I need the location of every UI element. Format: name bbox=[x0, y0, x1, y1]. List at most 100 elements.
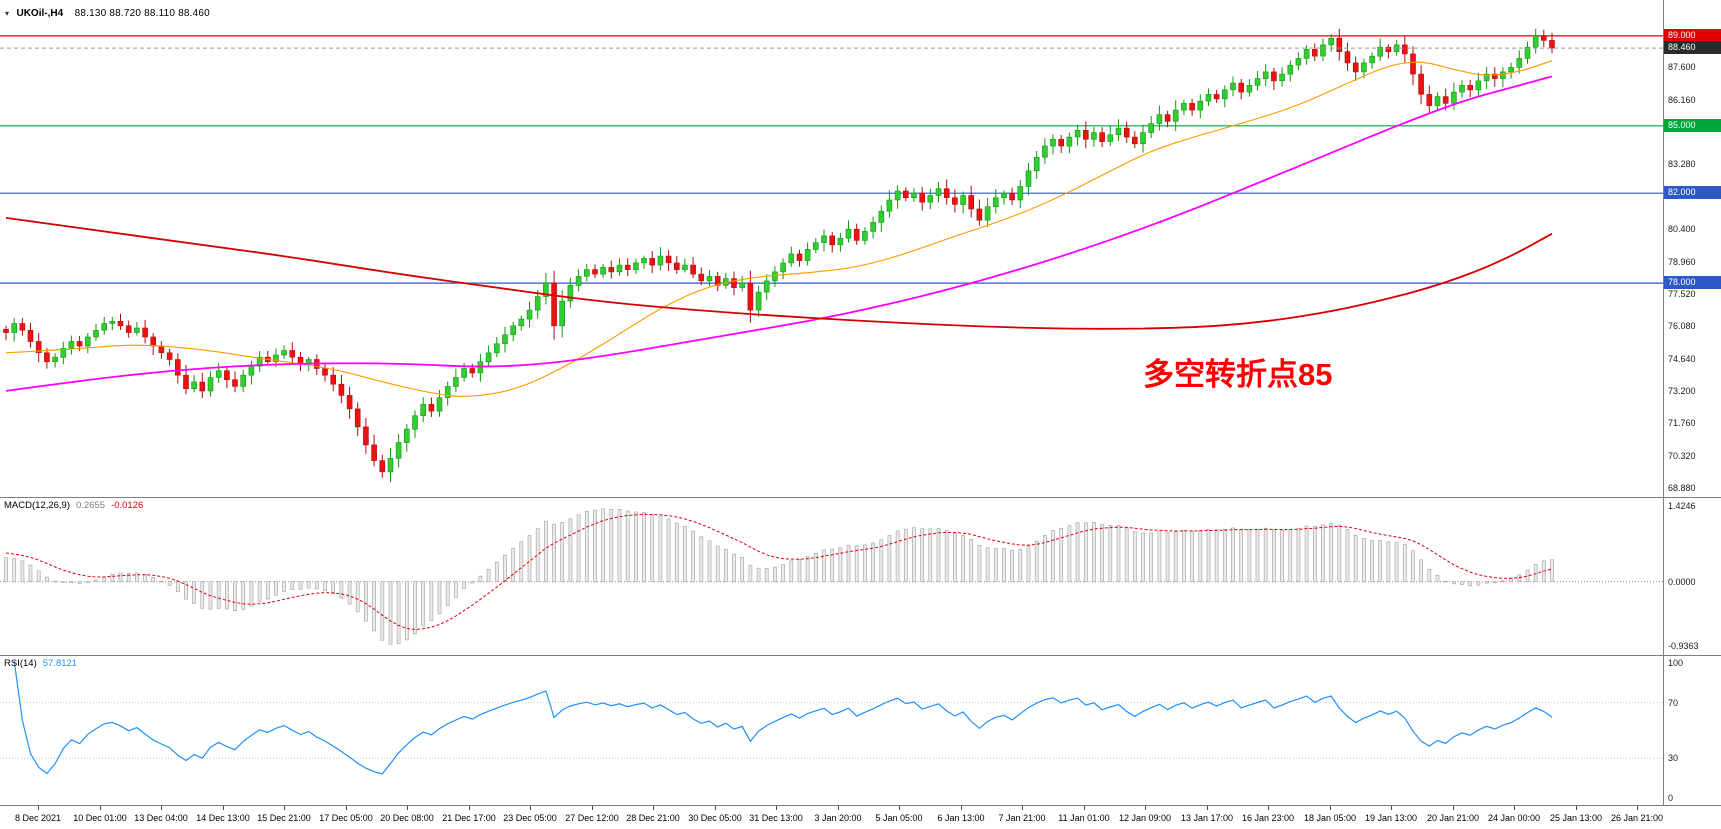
symbol-period-label: UKOil-,H4 bbox=[16, 8, 64, 19]
time-tick bbox=[715, 806, 716, 810]
macd-main-value: 0.2655 bbox=[76, 500, 106, 511]
ohlc-values: 88.130 88.720 88.110 88.460 bbox=[74, 8, 210, 19]
time-tick bbox=[899, 806, 900, 810]
rsi-axis[interactable]: 100 70 30 0 bbox=[1664, 656, 1721, 805]
price-tick-label: 73.200 bbox=[1668, 386, 1696, 396]
time-tick bbox=[1576, 806, 1577, 810]
rsi-value: 57.8121 bbox=[42, 658, 78, 669]
time-label: 20 Jan 21:00 bbox=[1426, 813, 1480, 823]
price-tick-label: 83.280 bbox=[1668, 159, 1696, 169]
time-tick bbox=[838, 806, 839, 810]
price-chart-canvas[interactable] bbox=[0, 0, 1663, 497]
chart-dropdown-icon[interactable]: ▾ bbox=[5, 9, 10, 18]
rsi-scale-label: 100 bbox=[1668, 658, 1684, 668]
time-tick bbox=[1084, 806, 1085, 810]
price-tick-label: 77.520 bbox=[1668, 289, 1696, 299]
time-label: 16 Jan 23:00 bbox=[1241, 813, 1295, 823]
time-tick bbox=[38, 806, 39, 810]
rsi-panel[interactable]: RSI(14) 57.8121 bbox=[0, 656, 1663, 805]
rsi-line bbox=[13, 660, 1553, 775]
price-tick-label: 68.880 bbox=[1668, 483, 1696, 493]
time-tick bbox=[1637, 806, 1638, 810]
time-tick bbox=[592, 806, 593, 810]
time-label: 8 Dec 2021 bbox=[14, 813, 62, 823]
time-label: 12 Jan 09:00 bbox=[1118, 813, 1172, 823]
time-label: 28 Dec 21:00 bbox=[626, 813, 680, 823]
price-badge: 88.460 bbox=[1663, 41, 1721, 54]
time-tick bbox=[1207, 806, 1208, 810]
time-label: 20 Dec 08:00 bbox=[380, 813, 434, 823]
time-tick bbox=[161, 806, 162, 810]
macd-histogram bbox=[4, 508, 1554, 645]
time-tick bbox=[223, 806, 224, 810]
price-tick-label: 71.760 bbox=[1668, 418, 1696, 428]
time-label: 18 Jan 05:00 bbox=[1303, 813, 1357, 823]
time-label: 5 Jan 05:00 bbox=[875, 813, 923, 823]
time-label: 3 Jan 20:00 bbox=[814, 813, 862, 823]
time-label: 14 Dec 13:00 bbox=[196, 813, 250, 823]
horizontal-level-lines bbox=[0, 35, 1663, 284]
time-axis[interactable]: 8 Dec 2021 10 Dec 01:00 13 Dec 04:00 14 Dec… bbox=[0, 806, 1721, 829]
macd-signal-value: -0.0126 bbox=[111, 500, 144, 511]
time-tick bbox=[1268, 806, 1269, 810]
moving-average-lines bbox=[5, 60, 1553, 397]
macd-scale-label: 1.4246 bbox=[1668, 501, 1696, 511]
time-tick bbox=[1391, 806, 1392, 810]
time-label: 6 Jan 13:00 bbox=[937, 813, 985, 823]
time-label: 19 Jan 13:00 bbox=[1364, 813, 1418, 823]
time-label: 30 Dec 05:00 bbox=[688, 813, 742, 823]
panel-divider bbox=[0, 655, 1721, 656]
time-tick bbox=[961, 806, 962, 810]
time-label: 25 Jan 13:00 bbox=[1549, 813, 1603, 823]
macd-name: MACD(12,26,9) bbox=[4, 500, 70, 511]
annotation-text[interactable]: 多空转折点85 bbox=[1143, 357, 1333, 392]
time-tick bbox=[1330, 806, 1331, 810]
price-tick-label: 87.600 bbox=[1668, 62, 1696, 72]
rsi-scale-label: 0 bbox=[1668, 793, 1674, 803]
time-tick bbox=[469, 806, 470, 810]
time-label: 13 Dec 04:00 bbox=[134, 813, 188, 823]
price-scale-separator bbox=[1663, 0, 1664, 805]
rsi-label: RSI(14) 57.8121 bbox=[4, 658, 77, 669]
time-label: 23 Dec 05:00 bbox=[503, 813, 557, 823]
price-axis[interactable]: 87.600 86.160 83.280 80.400 78.960 77.520 76.0… bbox=[1663, 0, 1721, 497]
rsi-name: RSI(14) bbox=[4, 658, 37, 669]
time-tick bbox=[653, 806, 654, 810]
panel-divider bbox=[0, 805, 1721, 806]
time-label: 10 Dec 01:00 bbox=[73, 813, 127, 823]
price-tick-label: 74.640 bbox=[1668, 354, 1696, 364]
candles bbox=[3, 28, 1555, 483]
time-tick bbox=[284, 806, 285, 810]
time-label: 24 Jan 00:00 bbox=[1487, 813, 1541, 823]
time-tick bbox=[100, 806, 101, 810]
time-tick bbox=[1453, 806, 1454, 810]
time-tick bbox=[530, 806, 531, 810]
time-label: 27 Dec 12:00 bbox=[565, 813, 619, 823]
price-tick-label: 78.960 bbox=[1668, 257, 1696, 267]
time-label: 17 Dec 05:00 bbox=[319, 813, 373, 823]
macd-label: MACD(12,26,9) 0.2655 -0.0126 bbox=[4, 500, 143, 511]
price-tick-label: 86.160 bbox=[1668, 95, 1696, 105]
time-label: 21 Dec 17:00 bbox=[442, 813, 496, 823]
time-label: 26 Jan 21:00 bbox=[1610, 813, 1664, 823]
macd-axis[interactable]: 1.4246 0.0000 -0.9363 bbox=[1664, 498, 1721, 655]
time-label: 13 Jan 17:00 bbox=[1180, 813, 1234, 823]
price-badge: 89.000 bbox=[1663, 29, 1721, 42]
macd-signal-line bbox=[5, 513, 1553, 631]
time-label: 7 Jan 21:00 bbox=[998, 813, 1046, 823]
price-badge: 78.000 bbox=[1663, 276, 1721, 289]
macd-panel[interactable]: MACD(12,26,9) 0.2655 -0.0126 bbox=[0, 498, 1663, 655]
time-tick bbox=[346, 806, 347, 810]
panel-divider bbox=[0, 497, 1721, 498]
time-tick bbox=[1514, 806, 1515, 810]
macd-canvas[interactable] bbox=[0, 498, 1663, 655]
time-label: 11 Jan 01:00 bbox=[1058, 813, 1110, 823]
price-tick-label: 70.320 bbox=[1668, 451, 1696, 461]
price-badge: 85.000 bbox=[1663, 119, 1721, 132]
rsi-canvas[interactable] bbox=[0, 656, 1663, 805]
time-label: 15 Dec 21:00 bbox=[257, 813, 311, 823]
price-panel[interactable]: ▾ UKOil-,H4 88.130 88.720 88.110 88.460 … bbox=[0, 0, 1663, 497]
macd-scale-label: 0.0000 bbox=[1668, 577, 1696, 587]
price-tick-label: 76.080 bbox=[1668, 321, 1696, 331]
